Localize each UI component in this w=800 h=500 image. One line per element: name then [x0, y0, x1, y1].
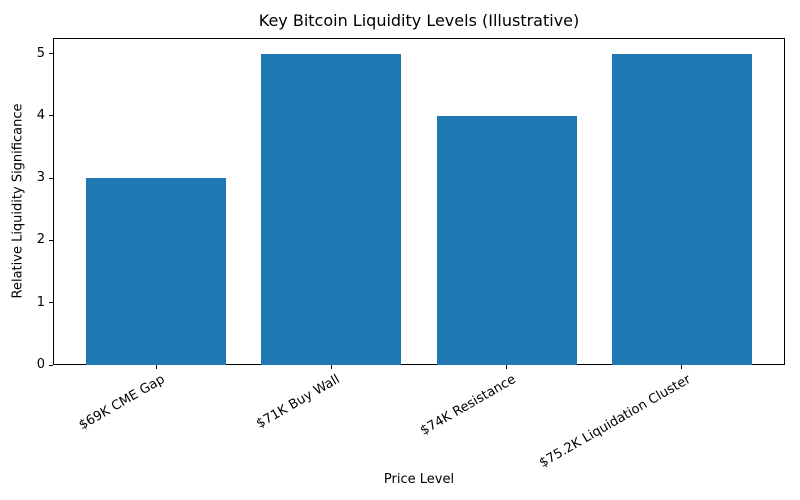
bar [436, 115, 577, 365]
bar [261, 53, 402, 365]
y-tick [49, 364, 53, 366]
y-tick [49, 239, 53, 241]
y-axis-label: Relative Liquidity Significance [10, 103, 26, 299]
x-tick [681, 365, 683, 369]
y-tick-label: 1 [36, 294, 45, 310]
bar [611, 53, 752, 365]
y-tick [49, 53, 53, 55]
y-tick [49, 177, 53, 179]
y-tick [49, 115, 53, 117]
y-tick-label: 2 [36, 232, 45, 248]
chart-title: Key Bitcoin Liquidity Levels (Illustrati… [258, 11, 580, 30]
y-tick-label: 3 [36, 170, 45, 186]
x-tick [330, 365, 332, 369]
bar [86, 178, 227, 365]
y-tick-label: 4 [36, 107, 45, 123]
x-tick [155, 365, 157, 369]
x-tick [506, 365, 508, 369]
y-tick-label: 0 [36, 357, 45, 372]
x-axis-label: Price Level [383, 472, 455, 487]
y-tick-label: 5 [36, 45, 45, 61]
y-tick [49, 302, 53, 304]
